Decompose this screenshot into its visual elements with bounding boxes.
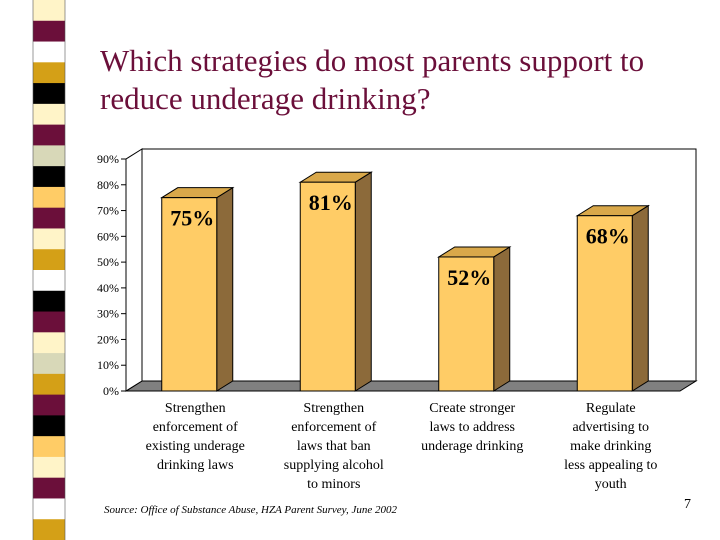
stripe-block <box>33 83 65 105</box>
plot-side-wall <box>125 148 143 392</box>
source-note: Source: Office of Substance Abuse, HZA P… <box>104 504 397 516</box>
page-number: 7 <box>684 497 691 512</box>
stripe-block <box>33 436 65 458</box>
y-tick-label: 0% <box>103 384 119 398</box>
stripe-block <box>33 498 65 520</box>
bar <box>160 186 235 392</box>
stripe-block <box>33 311 65 333</box>
bar-side <box>493 246 511 392</box>
stripe-block <box>33 207 65 229</box>
x-category-label: Regulate advertising to make drinking less … <box>564 401 657 492</box>
y-tick-label: 60% <box>97 229 119 243</box>
y-tick-label: 80% <box>97 178 119 192</box>
bar-front <box>438 256 495 392</box>
decorative-stripe-bar <box>32 0 66 540</box>
bar <box>575 204 650 392</box>
stripe-block <box>33 456 65 479</box>
stripe-block <box>33 166 65 188</box>
stripe-block <box>33 228 65 250</box>
stripe-block <box>33 0 65 22</box>
stripe-block <box>33 249 65 271</box>
stripe-block <box>33 415 65 437</box>
stripe-block <box>33 519 65 540</box>
stripe-block <box>33 373 65 396</box>
x-category-label: Strengthen enforcement of existing underag… <box>146 401 245 473</box>
bar-front <box>299 181 356 392</box>
data-label: 68% <box>586 224 630 249</box>
bar-front <box>576 215 633 392</box>
stripe-block <box>33 62 65 84</box>
data-label: 81% <box>309 190 353 215</box>
bar <box>298 171 373 392</box>
stripe-block <box>33 353 65 375</box>
data-label: 52% <box>447 265 491 290</box>
y-tick-label: 50% <box>97 255 119 269</box>
y-tick-label: 10% <box>97 358 119 372</box>
stripe-block <box>33 186 65 209</box>
bar-chart: 0% 10% 20% 30% 40% 50% 60% 70% 80% 90% 75% Strength… <box>97 148 698 492</box>
x-category-label: Create stronger laws to address underage d… <box>421 401 523 454</box>
bar-side <box>354 171 372 392</box>
stripe-block <box>33 145 65 167</box>
y-tick-label: 40% <box>97 281 119 295</box>
stripe-block <box>33 477 65 499</box>
bar-front <box>161 197 218 392</box>
x-category-label: Strengthen enforcement of laws that ban sup… <box>284 401 384 492</box>
slide-title: Which strategies do most parents support… <box>100 43 645 116</box>
stripe-block <box>33 20 65 43</box>
data-label: 75% <box>170 206 214 231</box>
y-tick-label: 70% <box>97 204 119 218</box>
bar-side <box>631 204 649 392</box>
y-tick-label: 90% <box>97 152 119 166</box>
y-tick-label: 20% <box>97 332 119 346</box>
y-tick-label: 30% <box>97 307 119 321</box>
stripe-block <box>33 124 65 146</box>
bar <box>437 246 512 392</box>
stripe-block <box>33 332 65 354</box>
stripe-block <box>33 103 65 126</box>
stripe-block <box>33 290 65 313</box>
stripe-block <box>33 270 65 292</box>
stripe-block <box>33 41 65 63</box>
bar-side <box>216 186 234 392</box>
stripe-block <box>33 394 65 416</box>
